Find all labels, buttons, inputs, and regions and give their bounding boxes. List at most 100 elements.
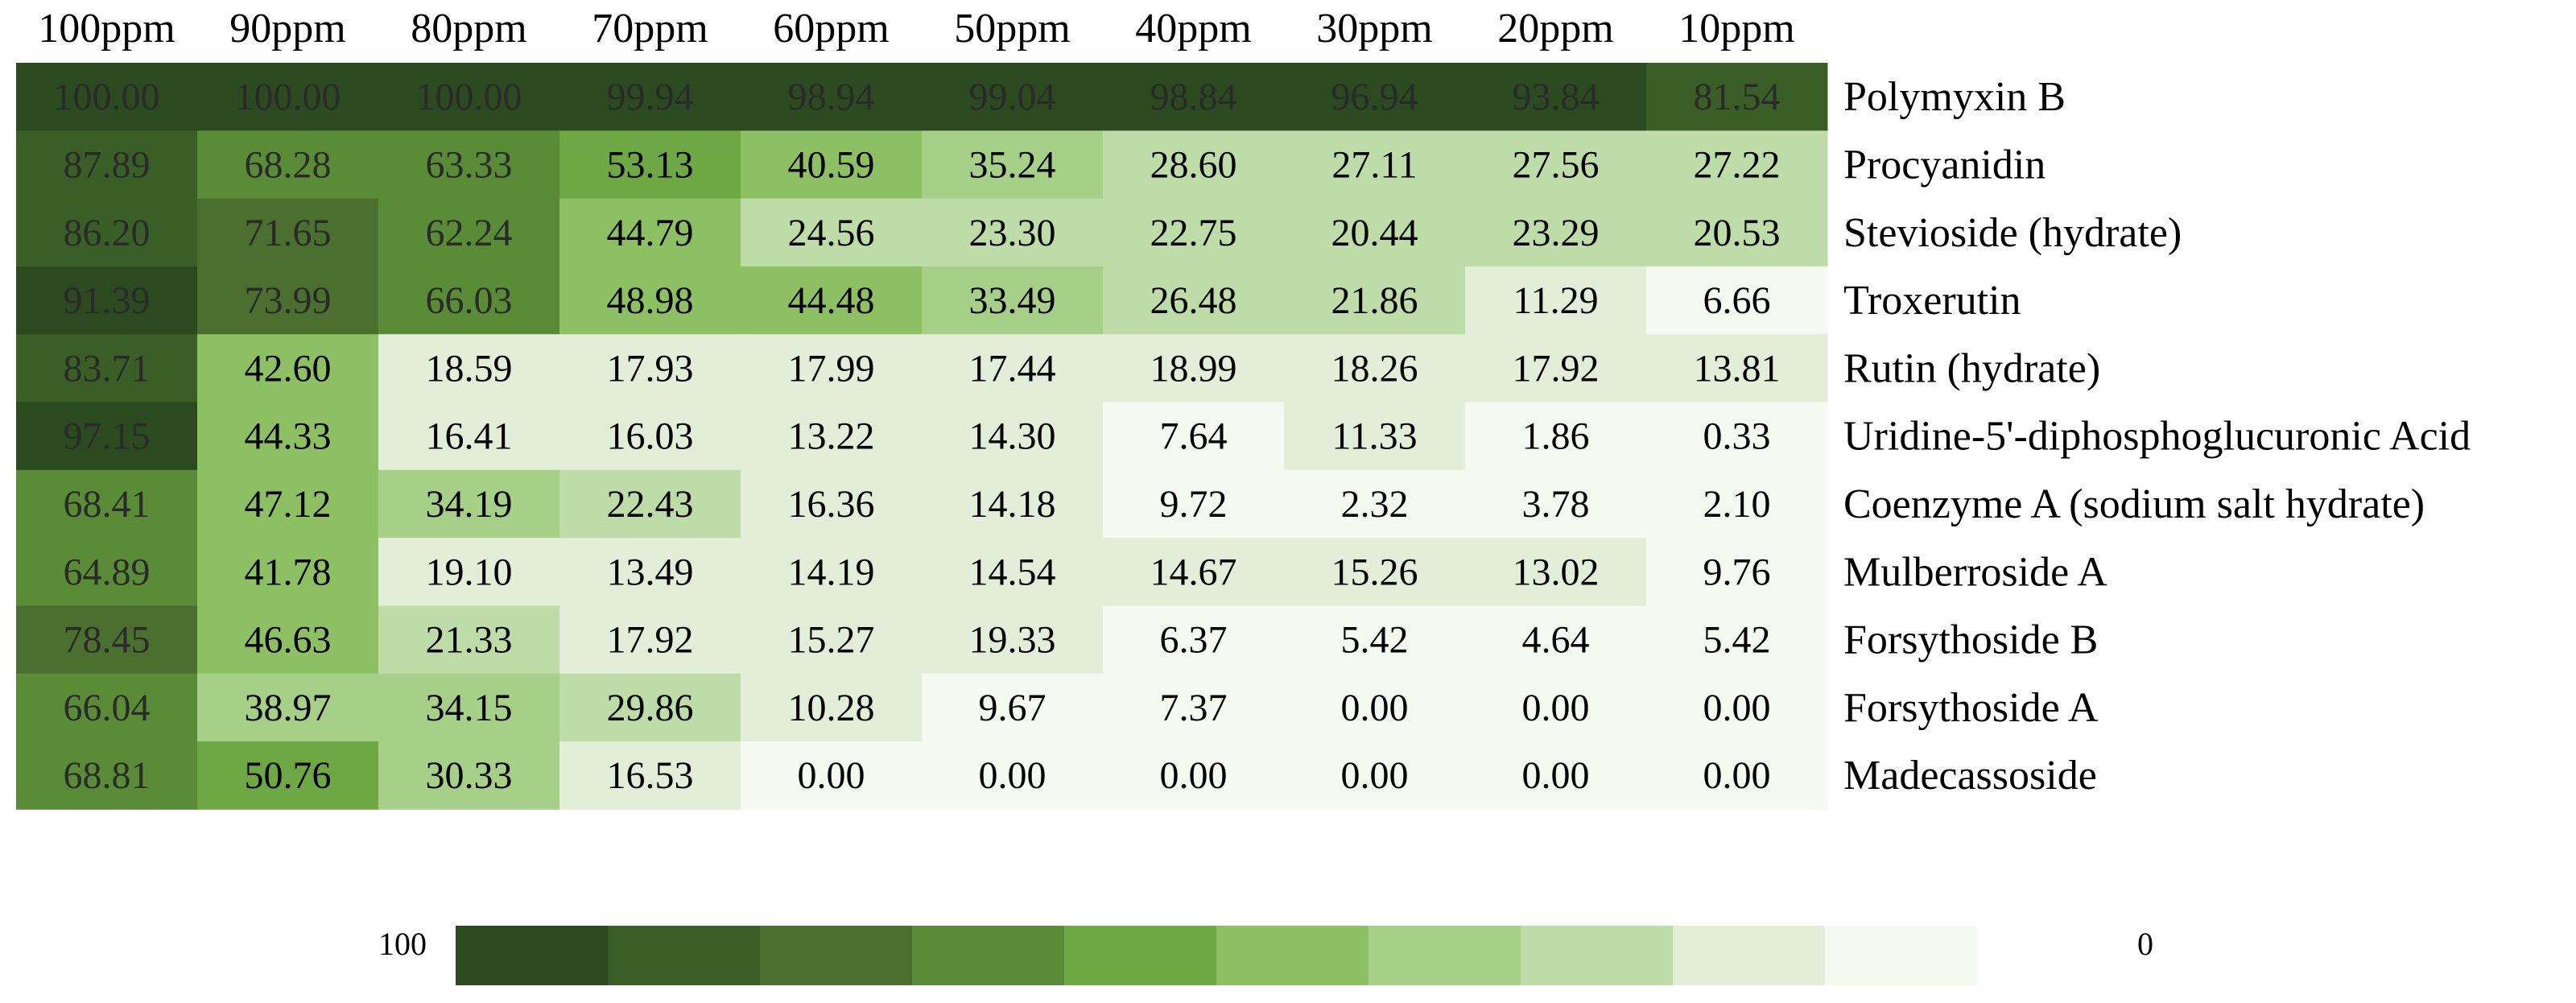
heatmap-cell — [559, 198, 741, 267]
cell-value-label: 50.76 — [245, 754, 332, 797]
heatmap-cell — [197, 266, 379, 335]
cell-value-label: 93.84 — [1513, 76, 1600, 118]
cell-value-label: 13.49 — [607, 551, 694, 593]
heatmap-cell — [197, 198, 379, 267]
cell-value-label: 21.33 — [426, 619, 513, 662]
cell-value-label: 0.00 — [1703, 754, 1771, 797]
cell-value-label: 0.00 — [1522, 754, 1590, 797]
cell-value-label: 13.81 — [1694, 347, 1781, 390]
heatmap-cell — [1284, 538, 1466, 606]
heatmap-cell — [1465, 605, 1647, 675]
heatmap-cell — [197, 402, 379, 471]
color-scale-swatch — [1673, 926, 1826, 985]
cell-value-label: 17.93 — [607, 347, 694, 390]
cell-value-label: 100.00 — [54, 76, 160, 118]
heatmap-cell — [1646, 63, 1828, 131]
cell-value-label: 22.75 — [1150, 212, 1237, 254]
heatmap-cell — [922, 673, 1104, 742]
heatmap-cell — [1284, 673, 1466, 742]
cell-value-label: 99.94 — [607, 76, 694, 118]
cell-value-label: 87.89 — [64, 143, 151, 186]
heatmap-cell — [197, 741, 379, 810]
heatmap-cell — [1465, 266, 1647, 335]
color-scale-swatch — [1216, 926, 1369, 985]
color-scale-swatch — [1064, 926, 1217, 985]
cell-value-label: 18.26 — [1331, 347, 1418, 390]
cell-value-label: 14.19 — [788, 551, 875, 593]
heatmap-cell — [197, 538, 379, 606]
heatmap-cell — [16, 469, 198, 539]
cell-value-label: 19.10 — [426, 551, 513, 593]
heatmap-cell — [378, 63, 560, 131]
column-label: 30ppm — [1316, 6, 1432, 52]
heatmap-cell — [1646, 605, 1828, 675]
cell-value-label: 11.29 — [1513, 279, 1598, 322]
heatmap-cell — [741, 266, 923, 335]
heatmap-cell — [559, 266, 741, 335]
cell-value-label: 0.33 — [1703, 415, 1771, 458]
heatmap-cell — [922, 538, 1104, 606]
cell-value-label: 16.53 — [607, 754, 694, 797]
color-scale-swatch — [1825, 926, 1978, 985]
cell-value-label: 34.19 — [426, 483, 513, 526]
heatmap-cell — [1465, 198, 1647, 267]
row-label: Uridine-5'-diphosphoglucuronic Acid — [1843, 414, 2471, 460]
cell-value-label: 66.04 — [64, 687, 151, 729]
heatmap-cell — [197, 673, 379, 742]
cell-value-label: 38.97 — [245, 687, 332, 729]
cell-value-label: 17.92 — [1513, 347, 1600, 390]
cell-value-label: 44.79 — [607, 212, 694, 254]
cell-value-label: 6.66 — [1703, 279, 1771, 322]
cell-value-label: 0.00 — [979, 754, 1046, 797]
heatmap-cell — [197, 334, 379, 402]
heatmap-cell — [741, 334, 923, 402]
heatmap-cell — [378, 605, 560, 675]
heatmap-cell — [378, 538, 560, 606]
column-label: 80ppm — [411, 6, 526, 52]
cell-value-label: 4.64 — [1522, 619, 1590, 662]
heatmap-cell — [741, 63, 923, 131]
heatmap-cell — [922, 402, 1104, 471]
heatmap-cell — [1103, 469, 1285, 539]
heatmap-cell — [1465, 673, 1647, 742]
heatmap-cell — [1103, 741, 1285, 810]
heatmap-cell — [1465, 334, 1647, 402]
cell-value-label: 98.94 — [788, 76, 875, 118]
column-label: 40ppm — [1135, 6, 1251, 52]
cell-value-label: 46.63 — [245, 619, 332, 662]
cell-value-label: 6.37 — [1160, 619, 1228, 662]
cell-value-label: 0.00 — [1160, 754, 1228, 797]
cell-value-label: 26.48 — [1150, 279, 1237, 322]
cell-value-label: 16.03 — [607, 415, 694, 458]
heatmap-cell — [741, 538, 923, 606]
cell-value-label: 15.27 — [788, 619, 875, 662]
heatmap-cell — [1103, 538, 1285, 606]
cell-value-label: 53.13 — [607, 143, 694, 186]
cell-value-label: 30.33 — [426, 754, 513, 797]
cell-value-label: 2.32 — [1341, 483, 1409, 526]
heatmap-cell — [1646, 673, 1828, 742]
heatmap-cell — [1284, 741, 1466, 810]
cell-value-label: 44.48 — [788, 279, 875, 322]
row-label: Mulberroside A — [1843, 549, 2107, 595]
heatmap-cell — [559, 63, 741, 131]
heatmap-cell — [378, 469, 560, 539]
cell-value-label: 9.76 — [1703, 551, 1771, 593]
column-labels: 100ppm 90ppm 80ppm 70ppm 60ppm 50ppm 40ppm 30pp… — [38, 6, 1794, 52]
cell-value-label: 22.43 — [607, 483, 694, 526]
row-label: Troxerutin — [1843, 278, 2021, 324]
heatmap-cell — [1465, 402, 1647, 471]
heatmap-cell — [922, 741, 1104, 810]
cell-value-label: 3.78 — [1522, 483, 1590, 526]
heatmap-cell — [1284, 266, 1466, 335]
cell-value-label: 9.72 — [1160, 483, 1228, 526]
heatmap-cell — [197, 469, 379, 539]
column-label: 60ppm — [773, 6, 889, 52]
heatmap-cell — [741, 673, 923, 742]
color-scale-swatch — [760, 926, 913, 985]
cell-value-label: 17.99 — [788, 347, 875, 390]
cell-value-label: 23.30 — [969, 212, 1056, 254]
cell-value-label: 18.59 — [426, 347, 513, 390]
heatmap-cell — [559, 741, 741, 810]
